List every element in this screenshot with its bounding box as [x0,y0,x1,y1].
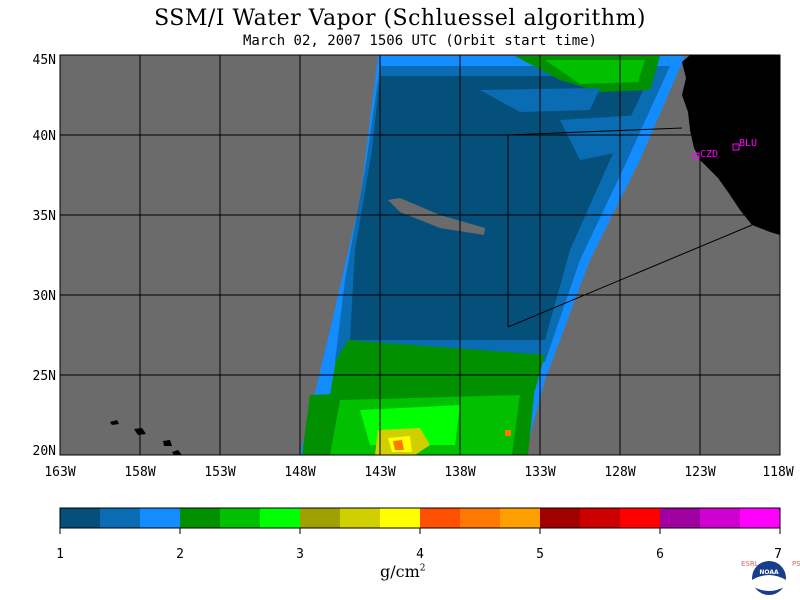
map-subtitle: March 02, 2007 1506 UTC (Orbit start tim… [242,33,597,49]
colorbar-swatch [260,508,300,528]
colorbar-swatch [340,508,380,528]
graticule [60,55,780,455]
latitude-labels: 45N 40N 35N 30N 25N 20N [33,53,56,459]
colorbar-swatch [580,508,620,528]
station-marker-czd [692,152,700,160]
lat-label: 20N [33,444,56,459]
colorbar-tick: 4 [416,547,424,562]
colorbar-swatch [500,508,540,528]
lon-label: 138W [444,465,475,480]
colorbar-swatch [100,508,140,528]
colorbar-swatch [420,508,460,528]
colorbar-swatch [60,508,100,528]
colorbar-swatch [180,508,220,528]
colorbar-swatch [220,508,260,528]
station-label-blu: BLU [739,138,757,149]
station-label-czd: CZD [700,149,718,160]
lon-label: 123W [684,465,715,480]
station-markers: CZD BLU [692,138,757,160]
colorbar-swatch [460,508,500,528]
colorbar-tick: 6 [656,547,664,562]
land-mass [682,55,780,235]
logo-center-text: NOAA [759,569,779,576]
lat-label: 25N [33,369,56,384]
colorbar-swatch [740,508,780,528]
colorbar-swatch [620,508,660,528]
lon-label: 163W [44,465,75,480]
lat-label: 30N [33,289,56,304]
analysis-region [507,127,753,328]
colorbar-swatch [380,508,420,528]
noaa-esrl-psd-logo: ESRL PSD NOAA [741,560,800,595]
lon-label: 143W [364,465,395,480]
lon-label: 148W [284,465,315,480]
colorbar-swatch [700,508,740,528]
map-frame [59,54,781,456]
satellite-swath [300,56,685,455]
lon-label: 128W [604,465,635,480]
logo-left-text: ESRL [741,560,759,568]
colorbar-tick: 3 [296,547,304,562]
map-title: SSM/I Water Vapor (Schluessel algorithm) [154,6,646,31]
lon-label: 153W [204,465,235,480]
colorbar-units: g/cm2 [380,562,426,581]
colorbar [59,507,781,534]
colorbar-tick: 2 [176,547,184,562]
lon-label: 118W [762,465,793,480]
lon-label: 158W [124,465,155,480]
lat-label: 45N [33,53,56,68]
colorbar-swatch [300,508,340,528]
lon-label: 133W [524,465,555,480]
colorbar-swatch [140,508,180,528]
colorbar-swatch [540,508,580,528]
station-marker-blu [732,143,740,151]
colorbar-tick: 1 [56,547,64,562]
logo-right-text: PSD [792,560,800,568]
colorbar-tick-labels: 1 2 3 4 5 6 7 [56,547,782,562]
colorbar-tick: 7 [774,547,782,562]
lat-label: 35N [33,209,56,224]
colorbar-tick: 5 [536,547,544,562]
longitude-labels: 163W 158W 153W 148W 143W 138W 133W 128W … [44,465,793,480]
lat-label: 40N [33,129,56,144]
colorbar-swatch [660,508,700,528]
